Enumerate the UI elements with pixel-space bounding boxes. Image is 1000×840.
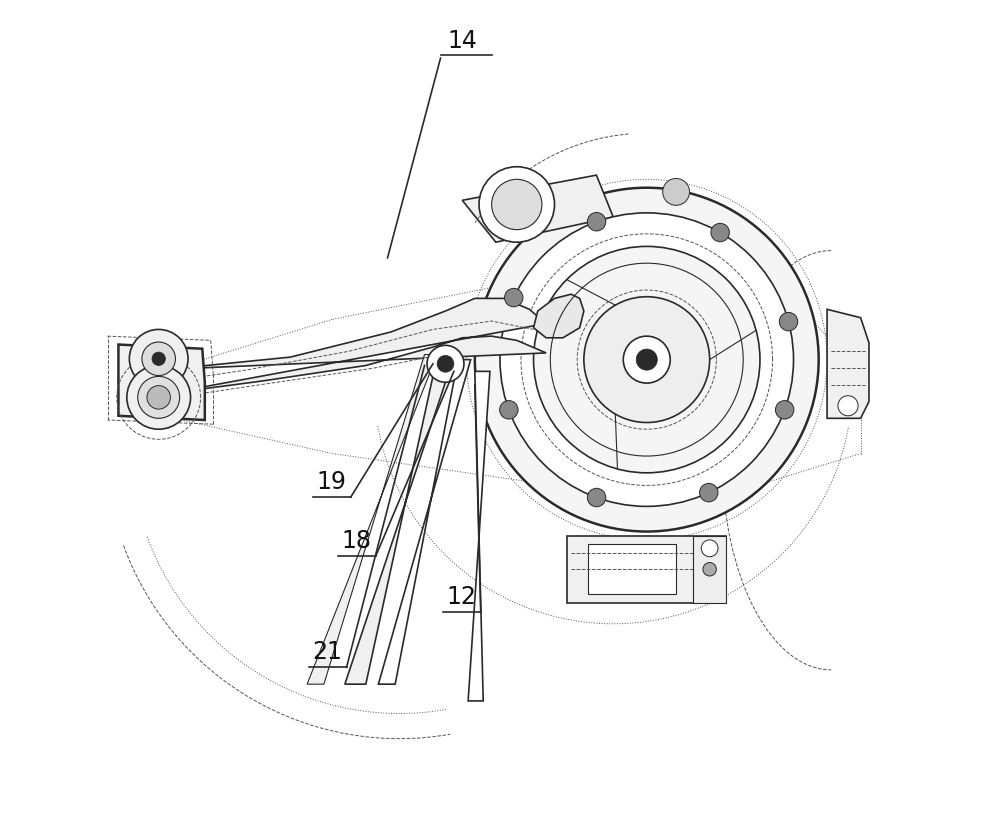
Circle shape	[587, 213, 606, 231]
Circle shape	[779, 312, 798, 331]
Circle shape	[701, 540, 718, 557]
Circle shape	[129, 329, 188, 388]
Polygon shape	[378, 360, 471, 684]
Text: 12: 12	[446, 585, 476, 609]
Polygon shape	[307, 354, 437, 684]
Polygon shape	[118, 344, 205, 420]
Text: 19: 19	[317, 470, 346, 494]
Polygon shape	[567, 536, 726, 603]
Circle shape	[500, 213, 794, 507]
Circle shape	[534, 246, 760, 473]
Circle shape	[587, 488, 606, 507]
Circle shape	[775, 401, 794, 419]
Circle shape	[142, 342, 175, 375]
Polygon shape	[534, 294, 584, 338]
Text: 21: 21	[312, 640, 342, 664]
Text: 14: 14	[447, 29, 477, 53]
Circle shape	[703, 563, 716, 576]
Circle shape	[700, 483, 718, 501]
Circle shape	[663, 178, 690, 205]
Circle shape	[479, 166, 555, 242]
Polygon shape	[345, 357, 454, 684]
Polygon shape	[588, 544, 676, 595]
Circle shape	[623, 336, 670, 383]
Circle shape	[152, 352, 165, 365]
Circle shape	[584, 297, 710, 423]
Polygon shape	[160, 298, 546, 395]
Circle shape	[138, 376, 180, 418]
Circle shape	[838, 396, 858, 416]
Circle shape	[427, 345, 464, 382]
Circle shape	[505, 288, 523, 307]
Circle shape	[492, 179, 542, 229]
Circle shape	[636, 349, 657, 370]
Circle shape	[147, 386, 170, 409]
Polygon shape	[827, 309, 869, 418]
Circle shape	[711, 223, 729, 242]
Polygon shape	[468, 371, 490, 701]
Text: 18: 18	[342, 528, 372, 553]
Polygon shape	[693, 536, 726, 603]
Circle shape	[437, 355, 454, 372]
Circle shape	[475, 187, 819, 532]
Circle shape	[500, 401, 518, 419]
Circle shape	[127, 365, 191, 429]
Polygon shape	[462, 175, 613, 242]
